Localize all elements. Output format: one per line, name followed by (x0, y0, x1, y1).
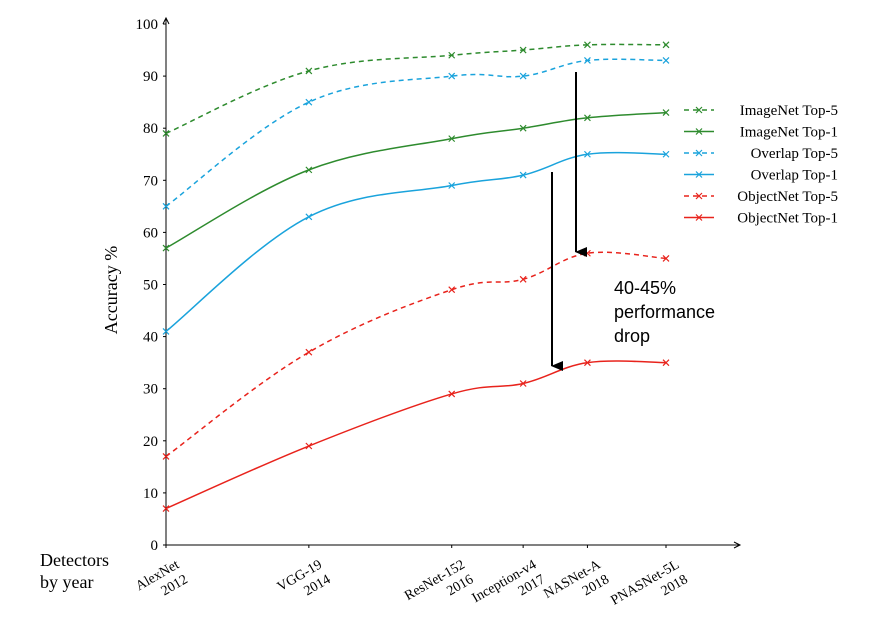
data-point (519, 171, 527, 179)
series-markers (162, 41, 670, 512)
y-axis-arrow (162, 16, 170, 25)
data-point (584, 359, 591, 367)
data-point (448, 51, 456, 59)
data-point (519, 380, 527, 387)
legend-marker (695, 106, 703, 114)
data-point (305, 442, 313, 450)
data-point (305, 166, 313, 174)
data-point (305, 98, 313, 106)
x-tick-label: VGG-192014 (275, 557, 333, 609)
data-point (162, 129, 170, 137)
legend-marker (695, 149, 703, 157)
x-axis-title-text: Detectors by year (40, 550, 109, 592)
x-axis-arrow (733, 541, 742, 549)
x-tick-label: PNASNet-5L2018 (608, 557, 690, 621)
data-point (448, 135, 456, 143)
series-line (165, 151, 667, 332)
y-tick-label: 90 (143, 69, 158, 85)
y-tick-label: 50 (143, 278, 158, 294)
data-point (519, 72, 527, 80)
x-tick-label: NASNet-A2018 (541, 557, 612, 617)
y-tick-label: 60 (143, 225, 158, 241)
series-line (165, 58, 667, 207)
legend-label: Overlap Top-1 (751, 168, 838, 184)
y-tick-label: 80 (143, 121, 158, 137)
data-point (305, 67, 313, 75)
data-point (448, 72, 456, 80)
y-tick-label: 20 (143, 434, 158, 450)
data-point (162, 244, 170, 252)
y-tick-label: 0 (151, 538, 159, 554)
data-point (662, 150, 670, 158)
y-tick-label: 70 (143, 173, 158, 189)
data-point (162, 327, 170, 335)
data-point (662, 255, 670, 262)
series-line (165, 251, 667, 458)
data-point (662, 109, 670, 116)
legend-label: ObjectNet Top-5 (737, 189, 838, 205)
data-point (584, 57, 591, 64)
series-lines (165, 43, 667, 510)
y-tick-label: 30 (143, 382, 158, 398)
y-tick-label: 100 (136, 17, 159, 33)
data-point (162, 505, 170, 512)
data-point (662, 359, 670, 367)
data-point (305, 348, 313, 356)
annotation-text: 40-45% performance drop (614, 278, 715, 346)
x-tick-label: ResNet-1522016 (402, 557, 476, 618)
y-tick-label: 10 (143, 486, 158, 502)
legend-marker (695, 171, 703, 178)
data-point (584, 41, 591, 49)
series-line (165, 360, 667, 510)
y-axis-ticks: 0 10 20 30 40 50 60 70 80 90 100 (136, 17, 166, 554)
data-point (584, 150, 591, 158)
data-point (162, 453, 170, 460)
series-line (165, 111, 667, 249)
data-point (448, 286, 456, 294)
data-point (305, 213, 313, 221)
legend-label: ImageNet Top-5 (740, 103, 838, 119)
data-point (519, 275, 527, 283)
x-tick-label: Inception-v42017 (470, 557, 548, 620)
legend-marker (695, 128, 703, 135)
y-tick-label: 40 (143, 330, 158, 346)
data-point (519, 124, 527, 132)
series-line (165, 43, 667, 135)
x-axis-ticks: AlexNet2012 VGG-192014 ResNet-1522016Incep… (133, 545, 691, 621)
data-point (162, 202, 170, 210)
data-point (448, 390, 456, 398)
x-tick-label: AlexNet2012 (133, 557, 190, 608)
legend-label: ImageNet Top-1 (740, 125, 838, 141)
data-point (584, 114, 591, 122)
data-point (448, 182, 456, 189)
annotation: 40-45% performance drop (551, 72, 715, 371)
legend-marker (695, 192, 703, 200)
x-axis-title: Detectors by year (40, 550, 109, 592)
data-point (519, 46, 527, 54)
legend-label: Overlap Top-5 (751, 146, 838, 162)
legend-label: ObjectNet Top-1 (737, 211, 838, 227)
legend-marker (695, 214, 703, 221)
data-point (662, 41, 670, 49)
data-point (662, 57, 670, 64)
y-axis-title: Accuracy % (101, 246, 121, 334)
legend: ImageNet Top-5 ImageNet Top-1 Overlap Top-… (684, 103, 838, 227)
